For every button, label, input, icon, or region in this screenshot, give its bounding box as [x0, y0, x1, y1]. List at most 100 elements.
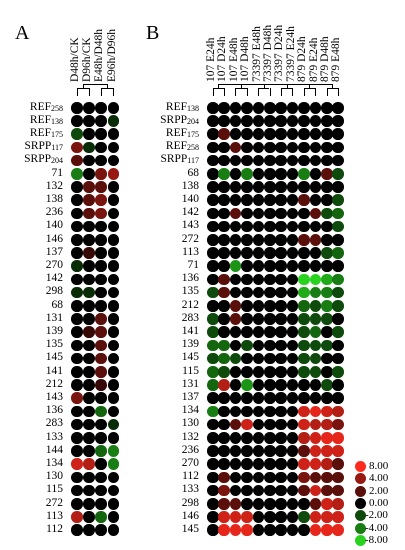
- heatmap-cell: [207, 458, 219, 470]
- heatmap-cell: [107, 405, 120, 418]
- heatmap-cell: [229, 115, 242, 127]
- heatmap-cell: [309, 339, 322, 352]
- dendrogram-branch: [223, 88, 225, 96]
- heatmap-cell: [286, 352, 299, 365]
- row-label: 131: [182, 378, 199, 391]
- heatmap-cell: [83, 141, 95, 154]
- heatmap-cell: [264, 286, 276, 299]
- heatmap-cell: [83, 220, 95, 233]
- heatmap-cell: [218, 154, 230, 167]
- heatmap-cell: [95, 339, 107, 352]
- heatmap-cell: [298, 273, 310, 286]
- heatmap-cell: [309, 392, 322, 404]
- heatmap-cell: [207, 220, 219, 233]
- row-label: REF175: [166, 127, 199, 140]
- heatmap-cell: [275, 273, 287, 286]
- row-label-text: 71: [187, 258, 200, 271]
- heatmap-cell: [95, 286, 107, 299]
- heatmap-cell: [207, 418, 219, 431]
- heatmap-cell: [309, 141, 322, 154]
- heatmap-cell: [264, 141, 276, 154]
- heatmap-cell: [107, 141, 120, 154]
- heatmap-cell: [332, 392, 344, 404]
- heatmap-cell: [275, 220, 287, 233]
- heatmap-cell: [83, 128, 95, 140]
- heatmap-cell: [95, 405, 107, 418]
- dendrogram-branch: [82, 84, 84, 88]
- row-label: SRPP117: [24, 140, 63, 153]
- heatmap-cell: [321, 445, 333, 457]
- heatmap-cell: [95, 102, 107, 114]
- heatmap-cell: [229, 300, 242, 312]
- heatmap-cell: [321, 511, 333, 523]
- dendrogram-branch: [258, 88, 260, 96]
- heatmap-cell: [229, 273, 242, 286]
- heatmap-cell: [321, 392, 333, 404]
- heatmap-cell: [218, 432, 230, 444]
- row-label: 68: [52, 299, 64, 312]
- heatmap-cell: [321, 286, 333, 299]
- row-label-subscript: 138: [51, 116, 63, 126]
- heatmap-cell: [309, 524, 322, 536]
- row-label: SRPP117: [160, 154, 199, 166]
- heatmap-cell: [218, 339, 230, 352]
- heatmap-cell: [107, 181, 120, 193]
- heatmap-cell: [83, 405, 95, 418]
- heatmap-cell: [321, 339, 333, 352]
- heatmap-cell: [95, 352, 107, 365]
- heatmap-cell: [207, 524, 219, 536]
- row-label-text: 142: [181, 206, 199, 219]
- heatmap-cell: [332, 181, 344, 193]
- heatmap-cell: [241, 128, 253, 140]
- heatmap-cell: [286, 181, 299, 193]
- heatmap-cell: [275, 458, 287, 470]
- heatmap-cell: [332, 379, 344, 391]
- heatmap-cell: [321, 128, 333, 140]
- heatmap-cell: [71, 260, 83, 272]
- heatmap-cell: [264, 102, 276, 114]
- heatmap-cell: [71, 220, 83, 233]
- heatmap-cell: [207, 181, 219, 193]
- heatmap-cell: [321, 181, 333, 193]
- row-label-text: 143: [181, 219, 199, 232]
- heatmap-cell: [298, 207, 310, 220]
- column-label: D96h/CK: [81, 37, 94, 82]
- row-label-text: 145: [45, 351, 63, 364]
- row-label: 71: [187, 258, 200, 272]
- heatmap-cell: [298, 181, 310, 193]
- heatmap-cell: [298, 432, 310, 444]
- heatmap-cell: [107, 168, 120, 180]
- heatmap-cell: [264, 366, 276, 378]
- heatmap-cell: [95, 234, 107, 246]
- row-label-text: 143: [45, 390, 63, 403]
- heatmap-cell: [309, 379, 322, 391]
- heatmap-cell: [332, 220, 344, 233]
- heatmap-cell: [321, 220, 333, 233]
- heatmap-cell: [264, 458, 276, 470]
- row-label: REF258: [30, 101, 63, 114]
- heatmap-cell: [95, 194, 107, 206]
- heatmap-cell: [241, 286, 253, 299]
- heatmap-cell: [332, 300, 344, 312]
- heatmap-cell: [229, 181, 242, 193]
- row-label-text: 145: [181, 522, 199, 535]
- heatmap-cell: [298, 339, 310, 352]
- heatmap-cell: [298, 141, 310, 154]
- heatmap-cell: [252, 313, 265, 325]
- heatmap-cell: [309, 286, 322, 299]
- row-label: 71: [52, 167, 64, 180]
- heatmap-cell: [286, 498, 299, 510]
- row-label: 270: [46, 259, 63, 272]
- heatmap-cell: [309, 154, 322, 167]
- heatmap-cell: [71, 247, 83, 259]
- row-label-text: 133: [45, 430, 63, 443]
- heatmap-cell: [332, 445, 344, 457]
- heatmap-cell: [332, 458, 344, 470]
- heatmap-cell: [83, 286, 95, 299]
- row-label: 134: [182, 404, 199, 417]
- dendrogram-branch: [100, 88, 114, 89]
- heatmap-cell: [332, 471, 344, 484]
- row-label: 138: [46, 193, 63, 206]
- row-label: 144: [46, 444, 63, 457]
- heatmap-cell: [264, 498, 276, 510]
